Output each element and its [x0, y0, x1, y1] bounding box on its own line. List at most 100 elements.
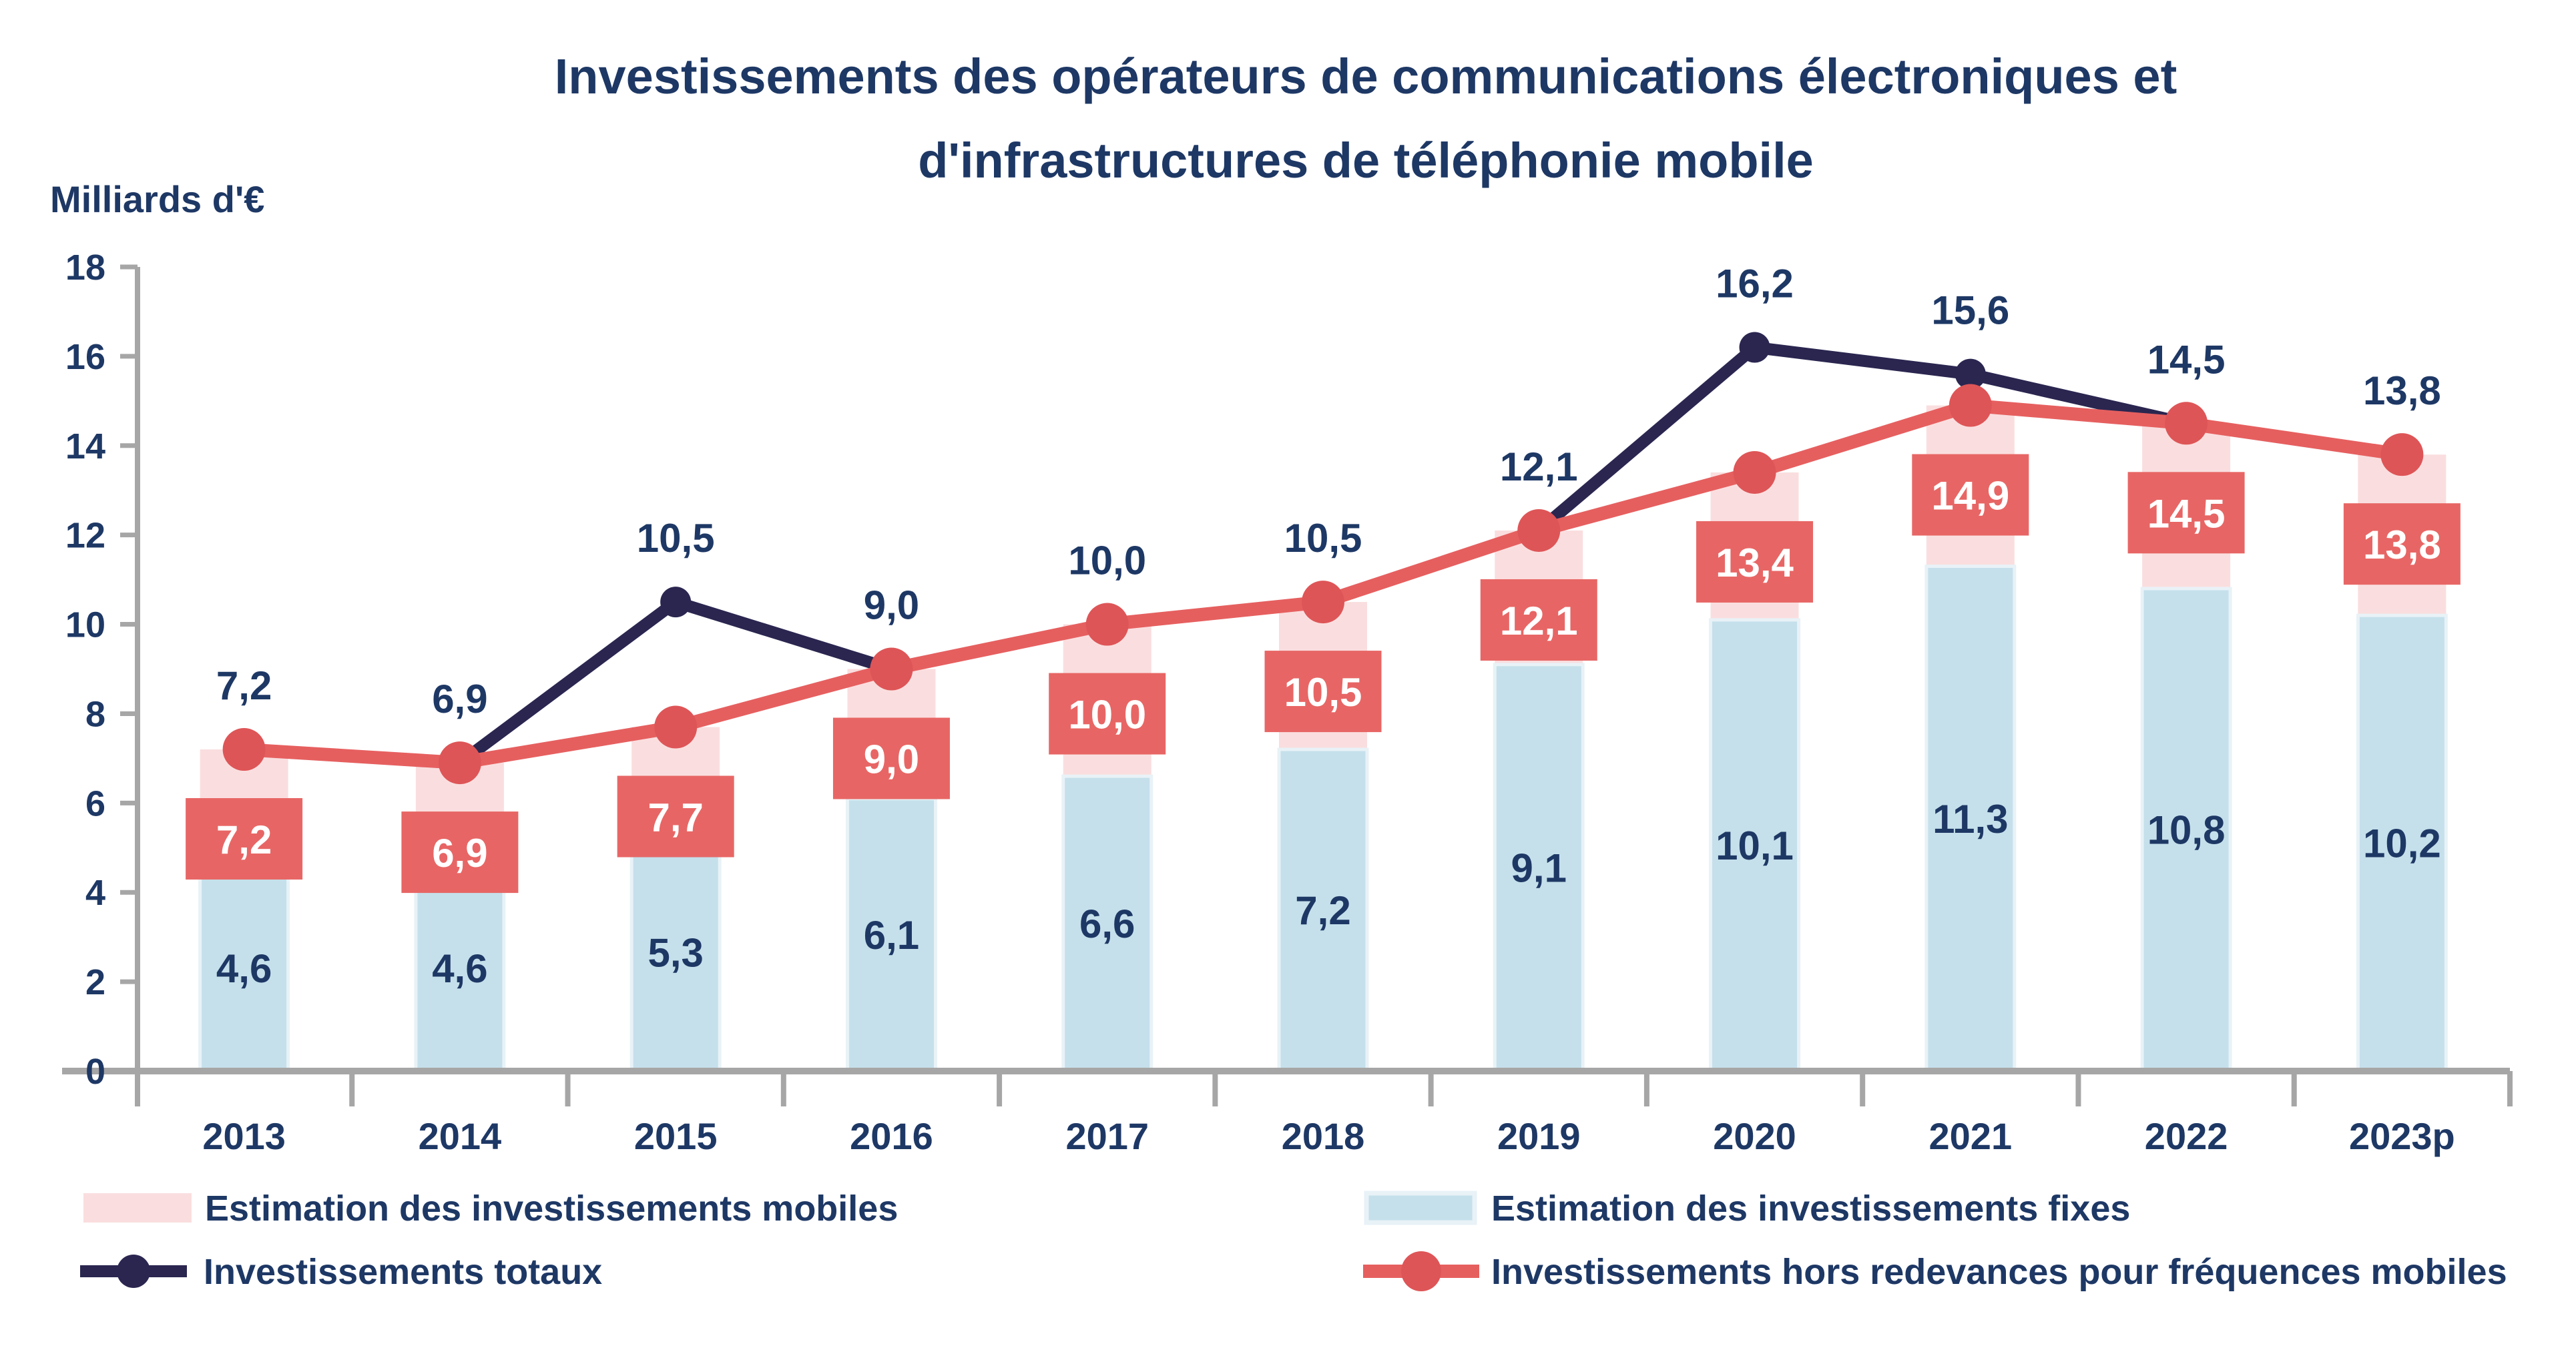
year-label-2013: 2013 — [202, 1115, 286, 1157]
hors-point-2021 — [1949, 384, 1992, 427]
year-label-2014: 2014 — [419, 1115, 502, 1157]
y-tick-label-16: 16 — [65, 337, 105, 377]
value-box-label-hors-2018: 10,5 — [1284, 670, 1362, 715]
total-value-label-2014: 6,9 — [432, 677, 487, 721]
value-box-label-hors-2021: 14,9 — [1931, 474, 2009, 519]
legend-swatch-fixes — [1364, 1191, 1477, 1225]
value-box-hors-2018 — [1264, 651, 1382, 733]
bar-fixes-2013 — [198, 864, 290, 1073]
year-label-2016: 2016 — [850, 1115, 933, 1157]
fixes-value-label-2023p: 10,2 — [2363, 821, 2441, 866]
fixes-value-label-2015: 5,3 — [648, 931, 703, 976]
hors-point-2017 — [1085, 603, 1129, 646]
value-box-label-hors-2020: 13,4 — [1716, 541, 1794, 585]
total-value-label-2015: 10,5 — [637, 516, 715, 561]
fixes-value-label-2021: 11,3 — [1933, 797, 2008, 841]
chart-title-line1: Investissements des opérateurs de commun… — [555, 49, 2177, 104]
legend-label-fixes: Estimation des investissements fixes — [1491, 1189, 2130, 1229]
y-tick-label-10: 10 — [65, 605, 105, 645]
value-box-hors-2021 — [1912, 454, 2029, 536]
total-value-label-2016: 9,0 — [864, 583, 919, 628]
y-axis-unit-label: Milliards d'€ — [50, 178, 264, 220]
hors-point-2022 — [2165, 402, 2208, 445]
totals-point-2020 — [1739, 332, 1770, 363]
bar-fixes-2022 — [2140, 587, 2232, 1073]
hors-point-2014 — [438, 741, 481, 785]
year-label-2022: 2022 — [2145, 1115, 2228, 1157]
y-tick-label-0: 0 — [85, 1052, 105, 1092]
legend-dot-hors — [1401, 1251, 1441, 1291]
fixes-value-label-2022: 10,8 — [2147, 808, 2226, 853]
total-value-label-2018: 10,5 — [1284, 516, 1362, 561]
value-box-hors-2022 — [2127, 472, 2245, 554]
total-value-label-2017: 10,0 — [1068, 539, 1146, 583]
value-box-label-hors-2022: 14,5 — [2147, 491, 2226, 536]
bar-fixes-2023p — [2356, 613, 2448, 1073]
y-tick-label-14: 14 — [65, 426, 105, 466]
value-box-hors-2016 — [832, 717, 950, 799]
legend-label-mobiles: Estimation des investissements mobiles — [205, 1189, 898, 1229]
chart-title-line2: d'infrastructures de téléphonie mobile — [918, 133, 1814, 188]
legend-label-hors: Investissements hors redevances pour fré… — [1491, 1252, 2507, 1292]
y-tick-label-2: 2 — [85, 962, 105, 1002]
legend-swatch-mobiles — [83, 1193, 192, 1223]
value-box-label-hors-2023p: 13,8 — [2363, 523, 2441, 567]
bar-fixes-2020 — [1709, 618, 1801, 1073]
bar-fixes-2018 — [1277, 747, 1369, 1073]
fixes-value-label-2018: 7,2 — [1295, 888, 1350, 933]
value-box-hors-2013 — [186, 798, 303, 880]
year-label-2018: 2018 — [1282, 1115, 1365, 1157]
year-label-2021: 2021 — [1929, 1115, 2013, 1157]
value-box-hors-2023p — [2343, 503, 2461, 585]
total-value-label-2023p: 13,8 — [2363, 368, 2441, 413]
fixes-value-label-2014: 4,6 — [432, 946, 487, 991]
value-box-label-hors-2017: 10,0 — [1068, 693, 1146, 737]
value-box-label-hors-2015: 7,7 — [648, 795, 703, 840]
value-box-hors-2014 — [401, 811, 519, 894]
hors-point-2015 — [654, 705, 698, 749]
year-label-2019: 2019 — [1497, 1115, 1581, 1157]
bar-fixes-2014 — [414, 864, 506, 1073]
total-value-label-2019: 12,1 — [1500, 444, 1578, 489]
totals-point-2021 — [1955, 358, 1986, 390]
total-value-label-2020: 16,2 — [1716, 262, 1794, 306]
hors-point-2018 — [1302, 581, 1344, 624]
year-label-2020: 2020 — [1713, 1115, 1796, 1157]
totals-point-2015 — [660, 587, 692, 618]
value-box-label-hors-2019: 12,1 — [1500, 599, 1578, 643]
value-box-hors-2020 — [1696, 521, 1814, 603]
value-box-label-hors-2013: 7,2 — [216, 817, 272, 862]
year-label-2023p: 2023p — [2349, 1115, 2455, 1157]
year-label-2017: 2017 — [1065, 1115, 1149, 1157]
year-label-2015: 2015 — [634, 1115, 718, 1157]
total-value-label-2021: 15,6 — [1931, 288, 2009, 333]
hors-point-2013 — [222, 728, 266, 771]
y-tick-label-18: 18 — [65, 248, 105, 288]
y-tick-label-4: 4 — [85, 873, 105, 913]
fixes-value-label-2020: 10,1 — [1716, 823, 1794, 868]
legend-label-totaux: Investissements totaux — [204, 1252, 602, 1292]
y-tick-label-6: 6 — [85, 783, 105, 823]
fixes-value-label-2017: 6,6 — [1079, 902, 1135, 946]
bar-fixes-2019 — [1493, 663, 1585, 1073]
fixes-value-label-2013: 4,6 — [216, 946, 272, 991]
fixes-value-label-2019: 9,1 — [1511, 846, 1567, 890]
total-value-label-2022: 14,5 — [2147, 337, 2226, 382]
y-tick-label-8: 8 — [85, 694, 105, 734]
y-tick-label-12: 12 — [65, 516, 105, 556]
legend-dot-totaux — [117, 1255, 150, 1288]
legend: Estimation des investissements mobiles E… — [80, 1189, 2507, 1292]
hors-point-2023p — [2380, 433, 2424, 476]
hors-point-2020 — [1733, 450, 1776, 494]
value-box-hors-2017 — [1049, 673, 1166, 755]
bar-fixes-2021 — [1924, 565, 2017, 1073]
value-box-hors-2019 — [1480, 579, 1597, 661]
plot-area: 7,2 6,9 7,7 9,0 10,0 10,5 12,1 13,4 14,9 14,5 13,8… — [62, 248, 2513, 1157]
value-box-label-hors-2014: 6,9 — [432, 831, 487, 876]
fixes-value-label-2016: 6,1 — [864, 913, 919, 958]
value-box-hors-2015 — [617, 775, 734, 858]
value-box-label-hors-2016: 9,0 — [864, 737, 919, 782]
hors-point-2019 — [1517, 509, 1561, 552]
